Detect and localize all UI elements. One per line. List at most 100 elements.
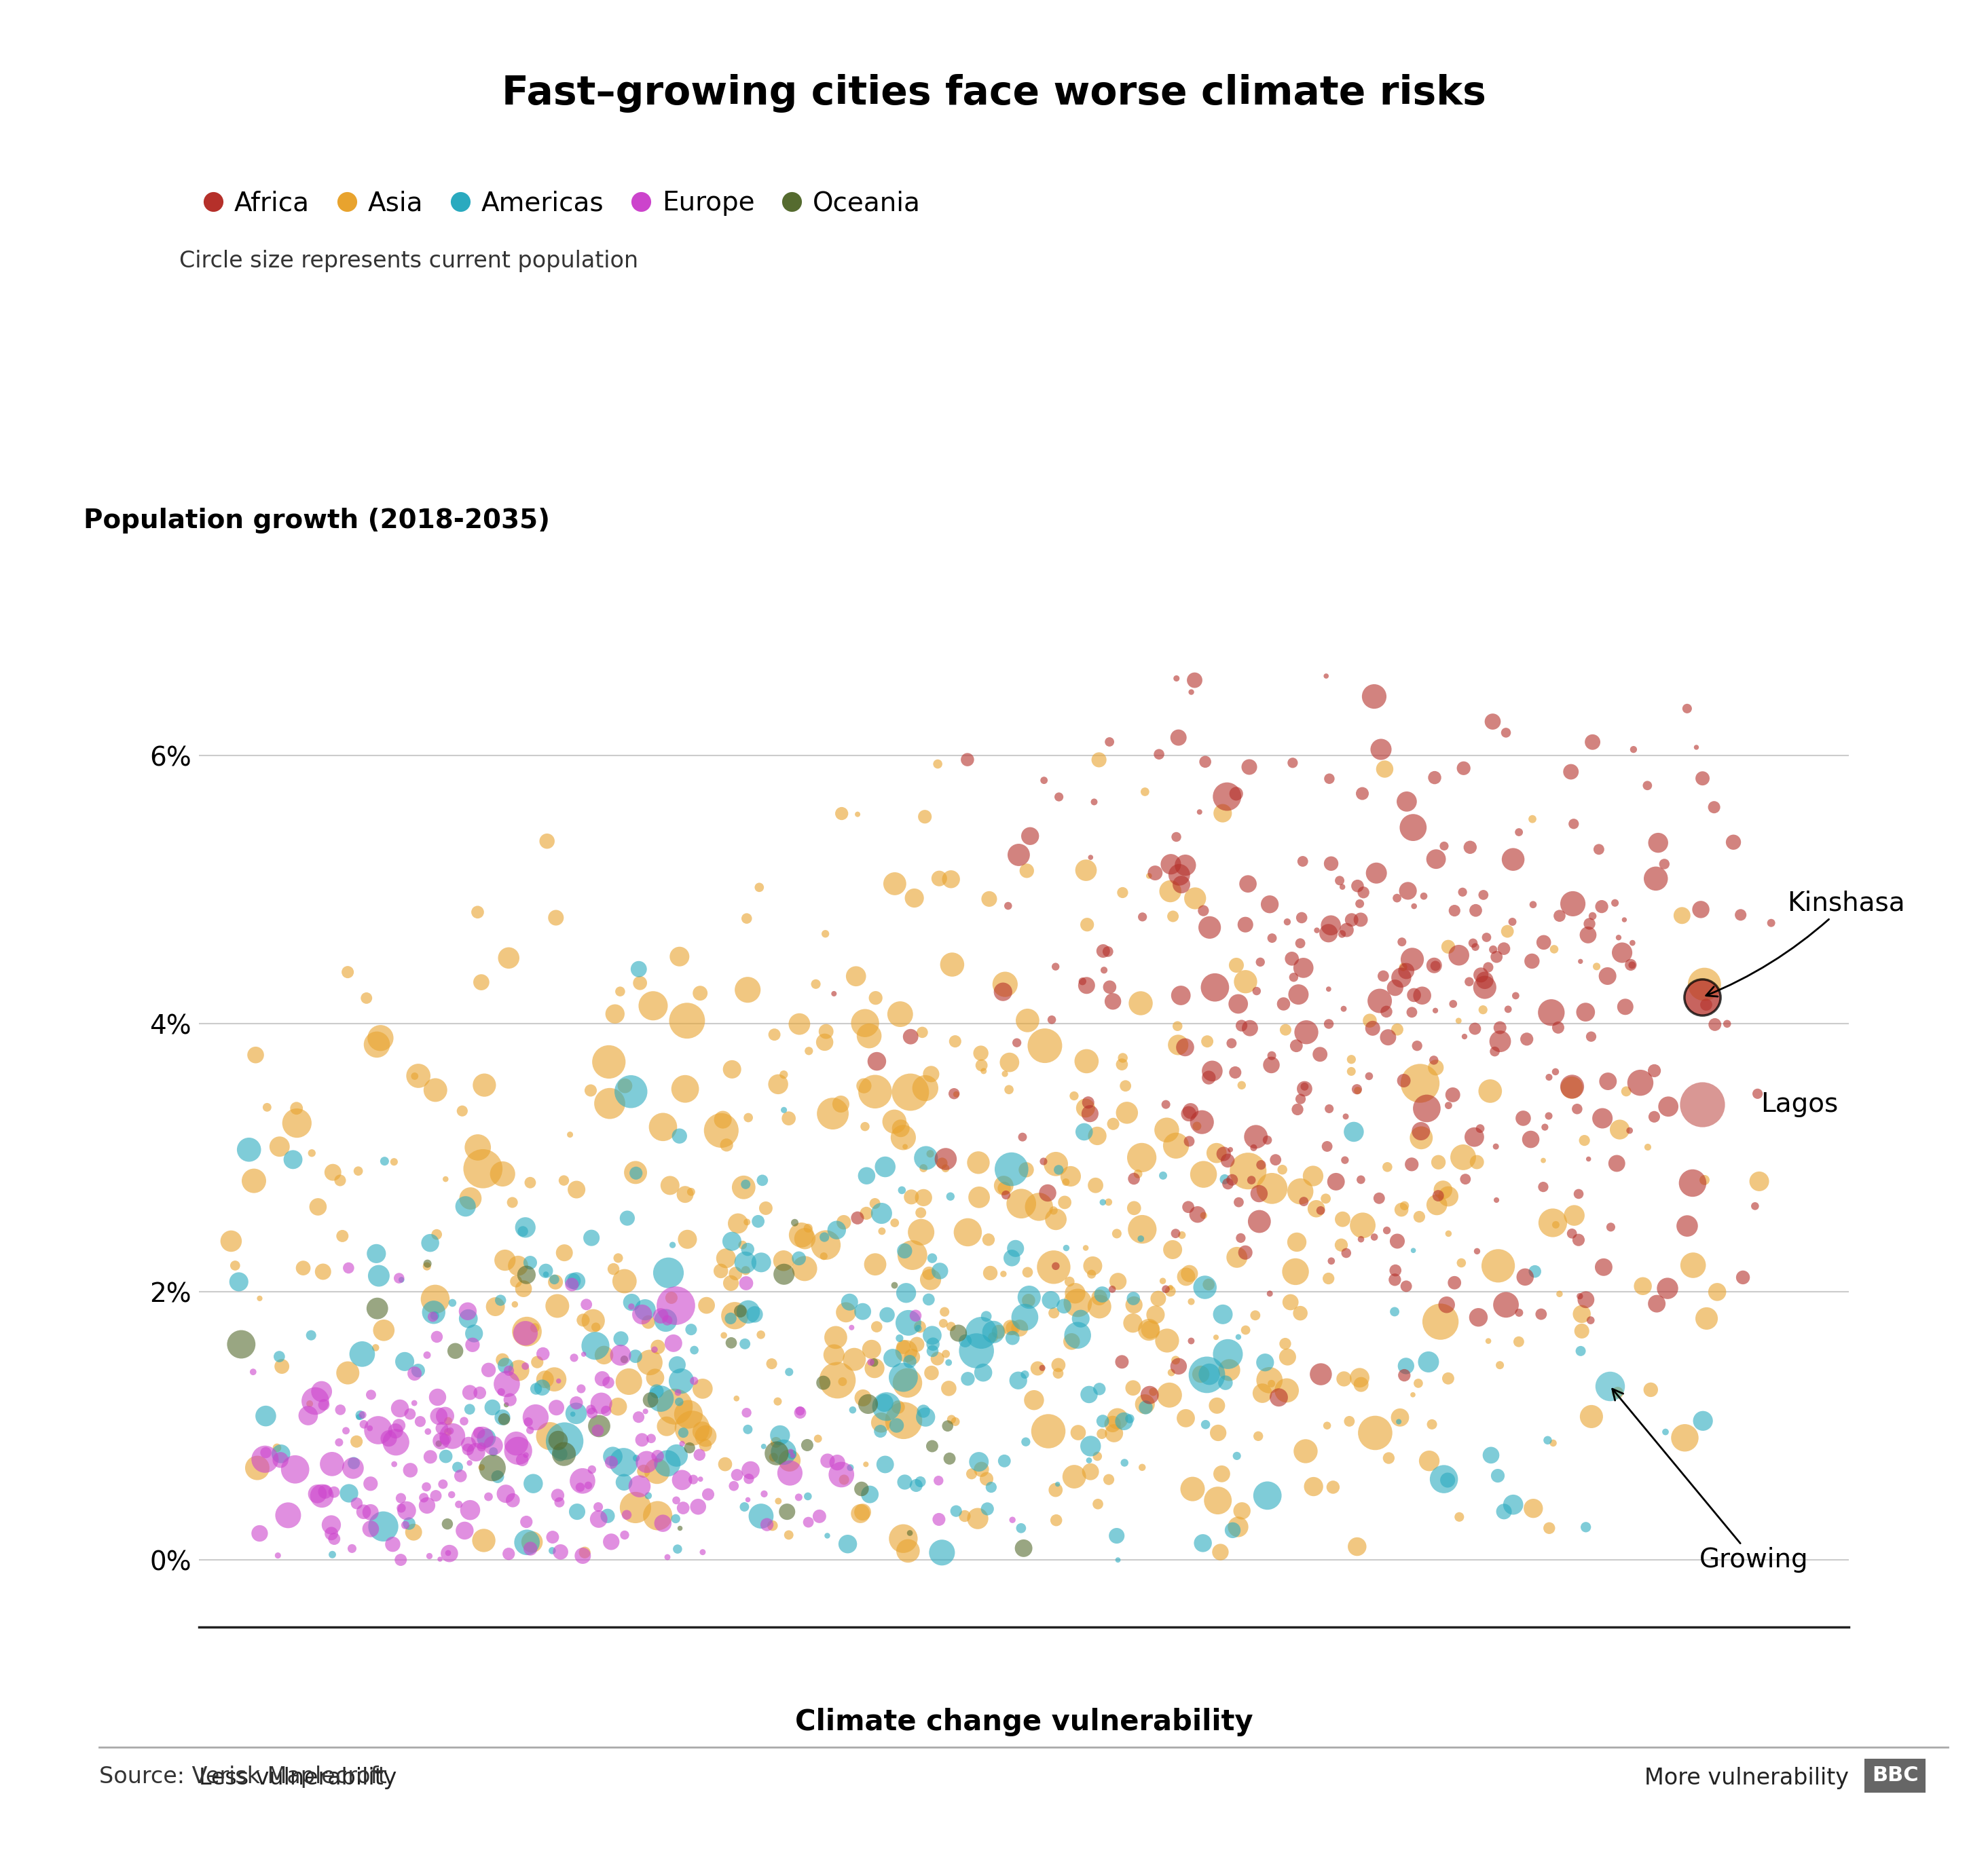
Point [1081,1120,1113,1150]
Point [1223,1512,1254,1542]
Point [1105,1050,1137,1080]
Point [612,1366,644,1396]
Point [477,1392,509,1422]
Point [1087,956,1119,986]
Point [1038,1298,1070,1328]
Point [887,1122,918,1152]
Point [644,1302,676,1331]
Point [1058,1082,1089,1111]
Point [386,1546,417,1575]
Point [1360,1418,1392,1448]
Point [1248,1348,1280,1378]
Point [241,1041,272,1071]
Point [909,802,940,832]
Point [1433,1091,1465,1120]
Point [990,969,1022,998]
Point [1155,1276,1187,1305]
Point [1690,989,1722,1019]
Point [1050,1187,1081,1217]
Point [487,1403,519,1433]
Point [901,1329,932,1359]
Point [1233,753,1264,782]
Point [1077,788,1109,817]
Point [996,1243,1028,1272]
Point [296,1139,328,1169]
Point [871,1300,903,1329]
Point [722,1209,753,1239]
Point [465,967,497,997]
Point [620,1492,652,1522]
Point [288,1254,320,1283]
Point [1402,1368,1433,1398]
Point [602,1392,634,1422]
Point [1346,1211,1378,1241]
Point [1038,1252,1070,1281]
Point [1083,1292,1115,1322]
Point [1431,1464,1463,1494]
Point [1592,1067,1624,1096]
Point [545,1439,577,1468]
Point [1147,1161,1179,1191]
Point [1539,934,1571,963]
Point [561,1174,592,1204]
Point [592,1047,624,1076]
Point [789,1254,821,1283]
Point [1187,1108,1219,1137]
Point [1632,771,1664,801]
Point [716,1054,747,1084]
Point [1107,878,1139,908]
Point [1503,1298,1535,1328]
Point [412,1248,443,1278]
Point [1477,706,1509,736]
Point [1592,961,1624,991]
Point [300,1387,332,1416]
Point [577,1222,608,1252]
Point [1483,1350,1515,1379]
Point [905,1217,936,1246]
Point [1336,904,1368,934]
Point [241,1453,272,1483]
Point [1270,1376,1302,1405]
Point [1533,1063,1565,1093]
Point [676,1413,708,1442]
Point [1189,1272,1221,1302]
Point [608,1344,640,1374]
Point [1396,997,1427,1026]
Point [972,1224,1004,1254]
Point [1312,919,1344,949]
Point [477,1453,509,1483]
Point [706,1115,738,1145]
Point [1543,1013,1574,1043]
Point [1280,1228,1312,1257]
Point [1565,1281,1596,1311]
Point [1268,1329,1300,1359]
Point [1571,1285,1602,1315]
Point [730,1170,761,1200]
Point [853,1389,885,1418]
Point [732,1398,763,1427]
Point [1155,849,1187,878]
Point [586,1365,618,1394]
Point [1360,858,1392,888]
Point [344,1400,376,1429]
Point [728,1172,759,1202]
Point [905,1198,936,1228]
Point [678,1335,710,1365]
Point [626,1426,658,1455]
Point [1650,1416,1682,1446]
Point [1610,993,1642,1022]
Point [451,1435,483,1464]
Point [682,1492,714,1522]
Point [1576,900,1608,930]
Point [531,1255,563,1285]
Point [489,1352,521,1381]
Point [1563,1226,1594,1255]
Point [747,1431,779,1461]
Point [1227,1071,1258,1100]
Point [1559,1200,1590,1230]
Point [1421,1191,1453,1220]
Point [879,869,911,899]
Point [1320,1167,1352,1196]
Point [749,1193,781,1222]
Point [1447,753,1479,782]
